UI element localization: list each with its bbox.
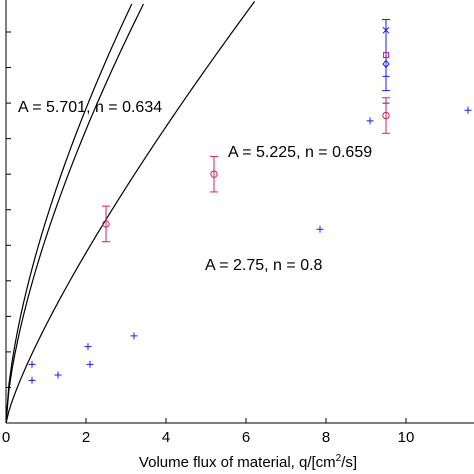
fit-curves: [5, 1, 256, 424]
data-point-plus: [464, 106, 472, 114]
x-tick-label: 6: [242, 429, 250, 446]
x-axis-title-sup: 2: [336, 453, 342, 464]
annotation-curve-2: A = 5.225, n = 0.659: [228, 144, 372, 161]
x-tick-label: 2: [82, 429, 90, 446]
x-axis-title-end: /s]: [341, 454, 357, 471]
x-axis-title: Volume flux of material, q/[cm2/s]: [139, 453, 357, 471]
annotation-curve-3: A = 2.75, n = 0.8: [205, 257, 323, 274]
data-point-circle: [382, 111, 390, 120]
data-point-plus: [86, 360, 94, 368]
fit-curve-1: [5, 3, 133, 424]
data-point-circle: [210, 170, 218, 178]
data-points: [28, 19, 472, 384]
x-tick-label: 0: [2, 429, 10, 446]
x-axis-title-main: Volume flux of material, q/[cm: [139, 454, 336, 471]
data-point-plus: [84, 343, 92, 351]
data-point-circle: [102, 220, 110, 228]
x-tick-label: 4: [162, 429, 170, 446]
data-point-plus: [28, 360, 36, 368]
data-point-plus: [130, 332, 138, 340]
data-point-plus: [54, 371, 62, 379]
data-point-plus: [28, 376, 36, 384]
fit-curve-2: [5, 3, 145, 424]
axis-ticks: 0 2 4 6 8 10: [2, 31, 415, 446]
data-point-plus: [366, 117, 374, 125]
curve-annotations: A = 5.701, n = 0.634 A = 5.225, n = 0.65…: [18, 99, 372, 274]
fit-curve-3: [5, 1, 256, 424]
data-point-plus: [316, 225, 324, 233]
x-tick-label: 8: [322, 429, 330, 446]
x-tick-label: 10: [398, 429, 415, 446]
annotation-curve-1: A = 5.701, n = 0.634: [18, 99, 162, 116]
